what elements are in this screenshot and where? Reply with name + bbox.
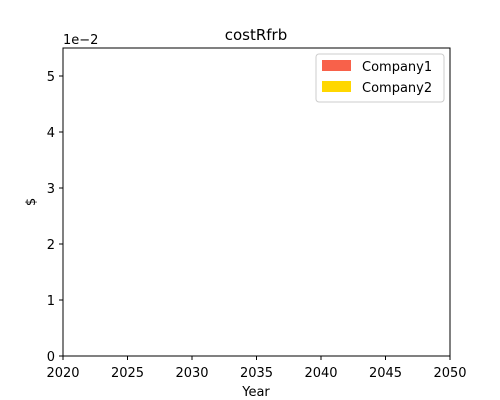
y-tick-label: 2 [47,238,55,253]
x-tick-label: 2025 [111,366,144,381]
y-axis-offset-text: 1e−2 [63,33,98,48]
y-tick-label: 0 [47,350,55,365]
x-axis: 2020 2025 2030 2035 2040 2045 2050 [46,356,467,381]
legend-swatch-company1 [322,60,351,71]
x-tick-label: 2045 [369,366,402,381]
x-tick-label: 2020 [46,366,79,381]
legend: Company1 Company2 [315,53,445,103]
x-tick-label: 2040 [304,366,337,381]
chart-title: costRfrb [225,26,288,44]
y-axis-label: $ [24,198,39,206]
legend-label-company1: Company1 [362,60,432,75]
y-axis: 0 1 2 3 4 5 [47,70,63,365]
y-tick-label: 3 [47,182,55,197]
x-tick-label: 2035 [240,366,273,381]
plot-frame [62,47,451,357]
legend-label-company2: Company2 [362,81,432,96]
y-tick-label: 4 [47,126,55,141]
y-tick-label: 1 [47,294,55,309]
x-tick-label: 2030 [175,366,208,381]
x-axis-label: Year [241,385,270,400]
legend-swatch-company2 [322,81,351,92]
x-tick-label: 2050 [433,366,466,381]
y-tick-label: 5 [47,70,55,85]
